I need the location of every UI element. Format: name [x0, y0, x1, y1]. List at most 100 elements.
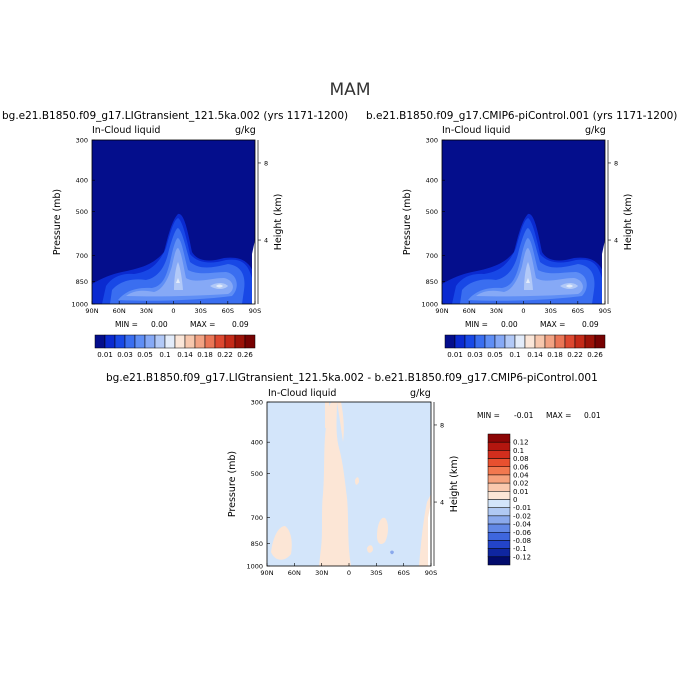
- figure-title: MAM: [329, 80, 371, 100]
- x-tick-label: 90N: [85, 307, 98, 315]
- colorbar-panel3: 0.120.10.080.060.040.020.010-0.01-0.02-0…: [487, 433, 532, 566]
- y-tick-label: 300: [251, 399, 263, 407]
- y-tick-label: 700: [251, 514, 263, 522]
- colorbar-swatch: [514, 334, 526, 349]
- colorbar-swatch: [524, 334, 536, 349]
- colorbar-swatch: [494, 334, 506, 349]
- y-tick-label: 500: [251, 470, 263, 478]
- colorbar-label: -0.08: [513, 537, 531, 545]
- panel3-case-title: bg.e21.B1850.f09_g17.LIGtransient_121.5k…: [106, 372, 598, 384]
- panel3-max-value: 0.01: [584, 411, 601, 420]
- y-tick-label: 1000: [246, 563, 263, 571]
- colorbar-label: -0.12: [513, 553, 531, 561]
- colorbar-swatch: [594, 334, 606, 349]
- colorbar-swatch: [234, 334, 246, 349]
- x-tick-label: 30N: [490, 307, 503, 315]
- y-tick-label: 300: [426, 137, 438, 145]
- colorbar-label: 0.18: [547, 351, 563, 359]
- colorbar-swatch: [124, 334, 136, 349]
- x-tick-label: 90S: [425, 569, 437, 577]
- colorbar-label: -0.02: [513, 512, 531, 520]
- y-tick-label: 300: [76, 137, 88, 145]
- colorbar-label: 0.14: [527, 351, 543, 359]
- colorbar-swatch: [487, 532, 511, 541]
- y-tick-label: 700: [426, 252, 438, 260]
- colorbar-swatch: [487, 482, 511, 492]
- colorbar-label: -0.06: [513, 529, 532, 537]
- colorbar-swatch: [164, 334, 176, 349]
- panel3-variable: In-Cloud liquid: [268, 388, 337, 399]
- y-axis-label-right: Height (km): [449, 456, 460, 513]
- colorbar-label: 0.14: [177, 351, 193, 359]
- colorbar-swatch: [184, 334, 196, 349]
- colorbar-swatch: [487, 491, 511, 500]
- colorbar-swatch: [554, 334, 566, 349]
- colorbar-swatch: [144, 334, 156, 349]
- height-tick-label: 4: [264, 237, 268, 245]
- colorbar-swatch: [204, 334, 216, 349]
- colorbar-swatch: [487, 548, 511, 558]
- height-tick-label: 8: [440, 421, 444, 429]
- panel2-case-title: b.e21.B1850.f09_g17.CMIP6-piControl.001 …: [366, 110, 678, 122]
- panel2-axes: 90N 60N 30N 0 30S 60S 90S 300 400 500 700 850 1000 8 4…: [402, 137, 634, 316]
- y-tick-label: 400: [251, 439, 263, 447]
- height-tick-label: 4: [440, 499, 444, 507]
- x-tick-label: 60N: [463, 307, 476, 315]
- y-tick-label: 400: [76, 177, 88, 185]
- panel3-axes: 90N 60N 30N 0 30S 60S 90S 300 400 500 700 850 1000 8 4…: [227, 399, 460, 578]
- colorbar-swatch: [134, 334, 146, 349]
- y-tick-label: 1000: [71, 301, 88, 309]
- colorbar-swatch: [584, 334, 596, 349]
- colorbar-label: 0.26: [587, 351, 603, 359]
- y-tick-label: 850: [251, 540, 263, 548]
- colorbar-label: 0.1: [509, 351, 520, 359]
- colorbar-label: 0: [513, 496, 517, 504]
- x-tick-label: 60N: [113, 307, 126, 315]
- x-tick-label: 60N: [288, 569, 301, 577]
- y-axis-label-right: Height (km): [273, 194, 284, 251]
- panel2-min-value: 0.00: [501, 320, 518, 329]
- colorbar-swatch: [487, 540, 511, 549]
- colorbar-swatch: [114, 334, 126, 349]
- x-tick-label: 90N: [435, 307, 448, 315]
- colorbar-label: -0.1: [513, 545, 527, 553]
- colorbar-swatch: [484, 334, 496, 349]
- colorbar-swatch: [487, 458, 511, 467]
- height-tick-label: 4: [614, 237, 618, 245]
- panel1-variable: In-Cloud liquid: [92, 125, 161, 136]
- x-tick-label: 90N: [260, 569, 273, 577]
- x-tick-label: 30S: [370, 569, 382, 577]
- panel3-min-label: MIN =: [477, 411, 500, 420]
- colorbar-swatch: [194, 334, 206, 349]
- colorbar-swatch: [94, 334, 106, 349]
- colorbar-label: 0.18: [197, 351, 213, 359]
- colorbar-label: 0.08: [513, 455, 529, 463]
- colorbar-label: 0.03: [467, 351, 483, 359]
- colorbar-label: 0.02: [513, 480, 529, 488]
- colorbar-swatch: [487, 474, 511, 484]
- colorbar-label: 0.12: [513, 439, 529, 447]
- y-axis-label: Pressure (mb): [402, 189, 413, 255]
- colorbar-label: 0.1: [513, 447, 524, 455]
- x-tick-label: 30N: [315, 569, 328, 577]
- colorbar-label: 0.05: [487, 351, 503, 359]
- panel1-case-title: bg.e21.B1850.f09_g17.LIGtransient_121.5k…: [2, 110, 349, 122]
- y-tick-label: 1000: [421, 301, 438, 309]
- colorbar-swatch: [154, 334, 166, 349]
- panel2-min-label: MIN =: [465, 320, 488, 329]
- colorbar-label: 0.05: [137, 351, 153, 359]
- colorbar-panel2: 0.01 0.03 0.05 0.1 0.14 0.18 0.22 0.26: [444, 334, 606, 359]
- panel1-units: g/kg: [235, 125, 256, 136]
- x-tick-label: 30N: [140, 307, 153, 315]
- x-tick-label: 30S: [194, 307, 206, 315]
- colorbar-label: 0.01: [447, 351, 463, 359]
- colorbar-label: -0.04: [513, 521, 532, 529]
- x-tick-label: 0: [521, 307, 525, 315]
- x-tick-label: 60S: [222, 307, 234, 315]
- colorbar-swatch: [487, 433, 511, 443]
- panel1-axes: 90N 60N 30N 0 30S 60S 90S 300 400 500 700 850 1000 8 4…: [52, 137, 284, 316]
- panel1-min-label: MIN =: [115, 320, 138, 329]
- x-tick-label: 90S: [249, 307, 261, 315]
- colorbar-swatch: [487, 450, 511, 459]
- panel2-max-value: 0.09: [582, 320, 599, 329]
